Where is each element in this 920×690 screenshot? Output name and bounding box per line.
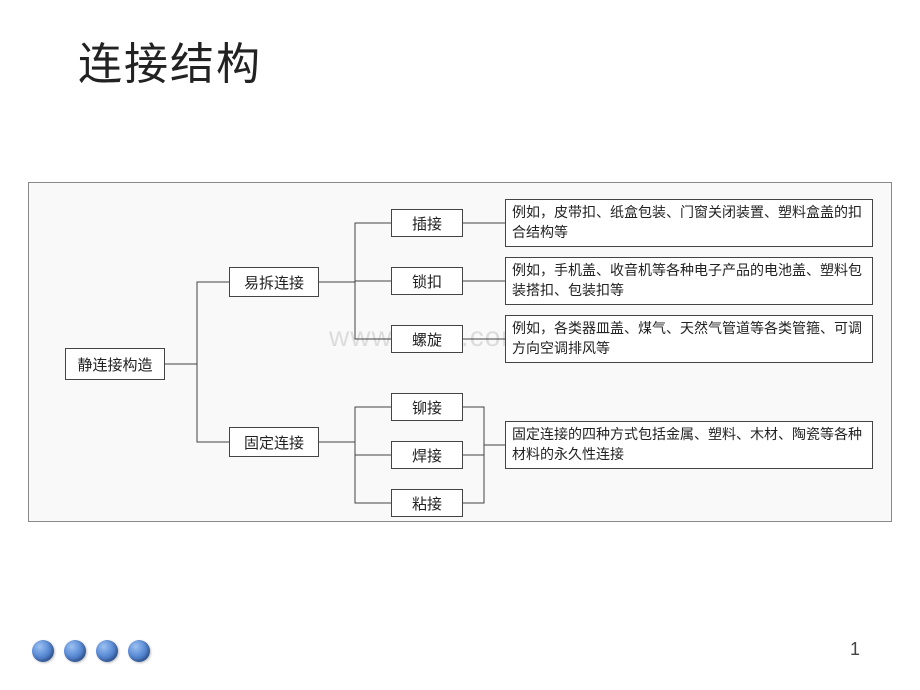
page-root: 连接结构 www.zixin.com.cn 静连接构造 易拆连接 固定连接 插接… bbox=[0, 0, 920, 690]
nav-dot-icon[interactable] bbox=[128, 640, 150, 662]
desc-screw: 例如，各类器皿盖、煤气、天然气管道等各类管箍、可调方向空调排风等 bbox=[505, 315, 873, 363]
nav-dot-icon[interactable] bbox=[96, 640, 118, 662]
node-rivet: 铆接 bbox=[391, 393, 463, 421]
nav-dot-icon[interactable] bbox=[64, 640, 86, 662]
node-weld: 焊接 bbox=[391, 441, 463, 469]
desc-latch: 例如，手机盖、收音机等各种电子产品的电池盖、塑料包装搭扣、包装扣等 bbox=[505, 257, 873, 305]
page-title: 连接结构 bbox=[78, 28, 262, 92]
node-screw: 螺旋 bbox=[391, 325, 463, 353]
node-latch: 锁扣 bbox=[391, 267, 463, 295]
page-number: 1 bbox=[850, 639, 860, 660]
nav-dot-icon[interactable] bbox=[32, 640, 54, 662]
node-fixed: 固定连接 bbox=[229, 427, 319, 457]
desc-plug: 例如，皮带扣、纸盒包装、门窗关闭装置、塑料盒盖的扣合结构等 bbox=[505, 199, 873, 247]
node-removable: 易拆连接 bbox=[229, 267, 319, 297]
node-glue: 粘接 bbox=[391, 489, 463, 517]
node-plug: 插接 bbox=[391, 209, 463, 237]
node-root: 静连接构造 bbox=[65, 348, 165, 380]
diagram-area: www.zixin.com.cn 静连接构造 易拆连接 固定连接 插接 锁扣 螺… bbox=[28, 182, 892, 522]
nav-dots bbox=[32, 640, 150, 662]
desc-fixed: 固定连接的四种方式包括金属、塑料、木材、陶瓷等各种材料的永久性连接 bbox=[505, 421, 873, 469]
